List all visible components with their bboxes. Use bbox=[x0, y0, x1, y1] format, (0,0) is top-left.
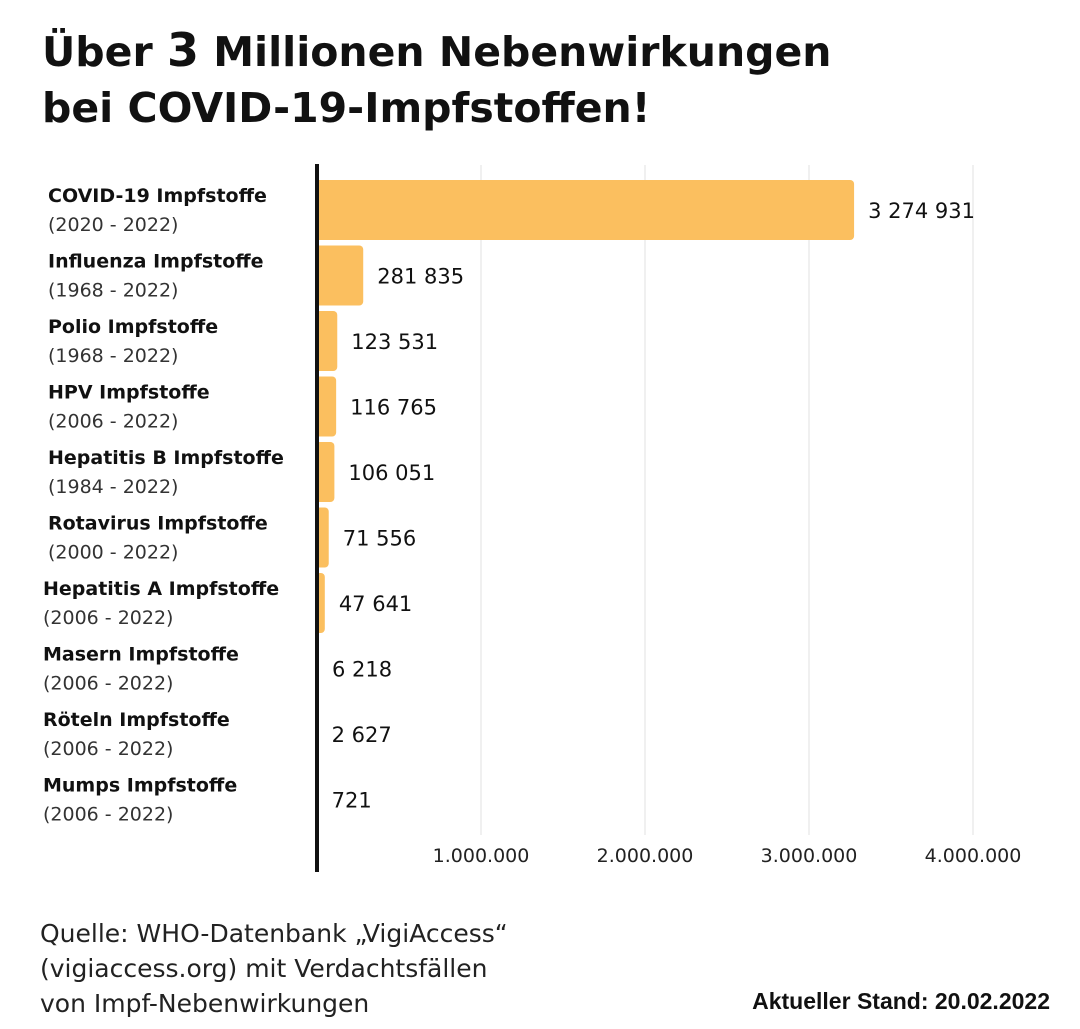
category-period: (2006 - 2022) bbox=[43, 804, 173, 826]
bar bbox=[315, 180, 855, 240]
title-prefix: Über bbox=[42, 28, 167, 76]
bar bbox=[315, 442, 335, 502]
category-labels: 3 274 931 COVID-19 Impfstoffe (2020 - 2022… bbox=[43, 185, 975, 826]
x-tick-label: 1.000.000 bbox=[433, 845, 530, 867]
source-note: Quelle: WHO-Datenbank „VigiAccess“ (vigi… bbox=[40, 916, 640, 1021]
source-line-2: (vigiaccess.org) mit Verdachtsfällen bbox=[40, 954, 488, 983]
title-line2: bei COVID-19-Impfstoffen! bbox=[42, 84, 651, 132]
value-label: 721 bbox=[332, 789, 372, 813]
category-period: (2000 - 2022) bbox=[48, 542, 178, 564]
chart-title: Über 3 Millionen Nebenwirkungen bei COVI… bbox=[42, 22, 1042, 136]
value-label: 6 218 bbox=[332, 658, 392, 682]
value-label: 47 641 bbox=[339, 592, 412, 616]
x-tick-label: 2.000.000 bbox=[597, 845, 694, 867]
bar bbox=[315, 245, 364, 306]
value-label: 281 835 bbox=[377, 265, 464, 289]
value-label: 123 531 bbox=[351, 330, 438, 354]
x-tick-label: 4.000.000 bbox=[925, 845, 1022, 867]
title-number: 3 bbox=[166, 23, 199, 77]
category-period: (2006 - 2022) bbox=[43, 738, 173, 760]
title-suffix: Millionen Nebenwirkungen bbox=[198, 28, 832, 76]
x-tick-label: 3.000.000 bbox=[761, 845, 858, 867]
category-label: HPV Impfstoffe bbox=[48, 382, 210, 404]
value-label: 3 274 931 bbox=[868, 199, 975, 223]
bar bbox=[315, 311, 338, 371]
source-line-3: von Impf-Nebenwirkungen bbox=[40, 989, 370, 1018]
category-period: (2020 - 2022) bbox=[48, 214, 178, 236]
category-label: Rotavirus Impfstoffe bbox=[48, 513, 268, 535]
bar-chart: 3 274 931 COVID-19 Impfstoffe (2020 - 2022… bbox=[43, 164, 1022, 872]
category-label: Röteln Impfstoffe bbox=[43, 709, 230, 731]
grid-lines bbox=[480, 165, 974, 835]
category-period: (1984 - 2022) bbox=[48, 476, 178, 498]
date-stamp: Aktueller Stand: 20.02.2022 bbox=[752, 988, 1050, 1014]
category-label: Mumps Impfstoffe bbox=[43, 775, 237, 797]
category-label: Masern Impfstoffe bbox=[43, 644, 239, 666]
category-period: (2006 - 2022) bbox=[48, 411, 178, 433]
value-label: 2 627 bbox=[332, 723, 392, 747]
category-label: Influenza Impfstoffe bbox=[48, 251, 264, 273]
category-label: COVID-19 Impfstoffe bbox=[48, 185, 267, 207]
value-label: 106 051 bbox=[348, 461, 435, 485]
category-period: (1968 - 2022) bbox=[48, 280, 178, 302]
source-line-1: Quelle: WHO-Datenbank „VigiAccess“ bbox=[40, 919, 508, 948]
category-period: (1968 - 2022) bbox=[48, 345, 178, 367]
category-period: (2006 - 2022) bbox=[43, 673, 173, 695]
category-label: Hepatitis A Impfstoffe bbox=[43, 578, 279, 600]
category-label: Polio Impfstoffe bbox=[48, 316, 218, 338]
category-period: (2006 - 2022) bbox=[43, 607, 173, 629]
category-label: Hepatitis B Impfstoffe bbox=[48, 447, 284, 469]
x-axis-ticks: 1.000.000 2.000.000 3.000.000 4.000.000 bbox=[433, 845, 1022, 867]
value-label: 71 556 bbox=[343, 527, 416, 551]
bar bbox=[315, 376, 337, 437]
value-label: 116 765 bbox=[350, 396, 437, 420]
